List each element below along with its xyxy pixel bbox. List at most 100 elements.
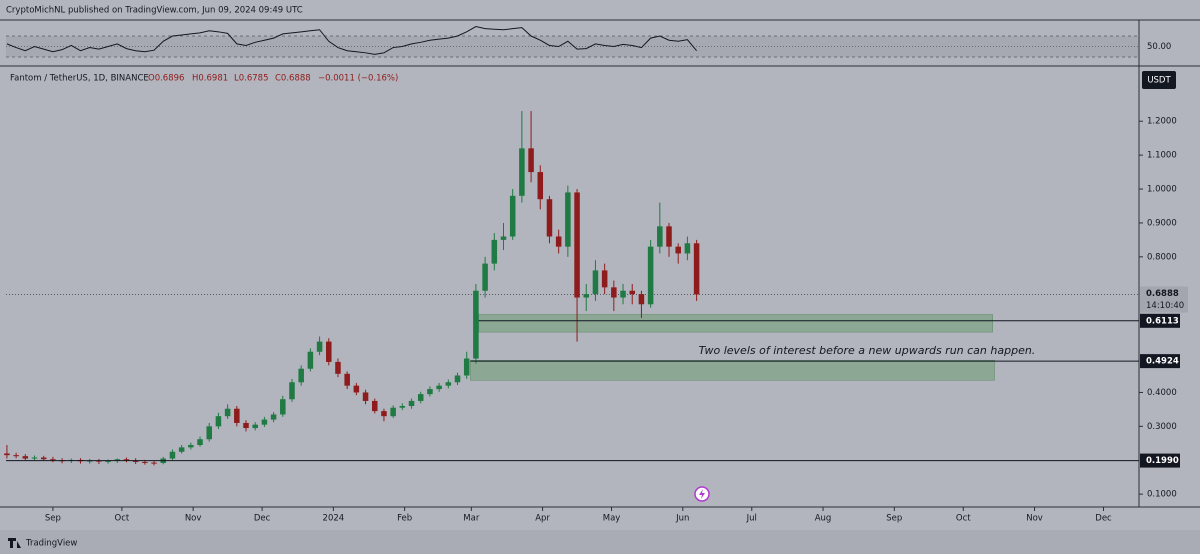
level-label: 0.6113 xyxy=(1146,316,1179,326)
candle-body xyxy=(638,294,645,305)
annotation: Two levels of interest before a new upwa… xyxy=(699,344,1036,357)
x-tick-label: Mar xyxy=(463,514,480,524)
candle-body xyxy=(151,462,157,464)
candle-body xyxy=(114,459,121,461)
candle-body xyxy=(592,270,599,295)
y-tick-label: 1.2000 xyxy=(1147,117,1177,127)
candle-body xyxy=(22,456,29,459)
candle-body xyxy=(105,460,111,462)
candle-body xyxy=(289,382,295,400)
candle-body xyxy=(408,400,415,407)
brand: TradingView xyxy=(25,539,77,549)
candle-body xyxy=(519,148,525,196)
candle-body xyxy=(381,411,387,417)
ohlc-open: O0.6896 xyxy=(148,74,184,84)
x-tick-label: May xyxy=(603,514,621,524)
candle-body xyxy=(565,192,571,247)
candle-body xyxy=(362,392,369,401)
candle-body xyxy=(491,239,498,264)
level-label: 0.4924 xyxy=(1146,357,1179,367)
candle-body xyxy=(611,287,617,298)
candle-body xyxy=(50,459,56,461)
x-tick-label: Sep xyxy=(886,514,902,524)
x-tick-label: Apr xyxy=(535,514,550,524)
y-tick-label: 0.9000 xyxy=(1147,218,1177,228)
level-label-box xyxy=(1140,354,1180,369)
candle-body xyxy=(132,460,139,462)
brand-logo xyxy=(8,538,21,548)
rsi-band xyxy=(6,36,1138,58)
candle-body xyxy=(335,361,341,374)
candle-body xyxy=(417,394,424,401)
candle-body xyxy=(169,451,176,459)
zone xyxy=(478,314,993,333)
x-tick-label: Dec xyxy=(1095,514,1112,524)
y-tick-label: 0.1000 xyxy=(1147,490,1177,500)
candle-body xyxy=(123,459,130,461)
candle-body xyxy=(316,341,323,352)
candle-body xyxy=(197,439,203,445)
candle-body xyxy=(463,358,470,376)
candle-body xyxy=(326,341,332,362)
candle-body xyxy=(537,172,544,200)
candle-body xyxy=(307,351,314,369)
x-tick-label: Nov xyxy=(1026,514,1043,524)
candle-body xyxy=(574,192,580,298)
y-tick-label: 0.4000 xyxy=(1147,388,1177,398)
candle-body xyxy=(454,375,461,383)
countdown: 14:10:40 xyxy=(1146,301,1184,311)
rsi-tick-label: 50.00 xyxy=(1147,42,1171,52)
candle-body xyxy=(371,400,378,412)
last-price-label: 0.6888 xyxy=(1146,289,1179,299)
candle-body xyxy=(555,236,562,247)
x-tick-label: Dec xyxy=(254,514,271,524)
candle-body xyxy=(40,457,47,460)
candle-body xyxy=(390,407,396,417)
footer-bar xyxy=(0,530,1200,554)
candle-body xyxy=(142,461,148,463)
y-tick-label: 1.0000 xyxy=(1147,185,1177,195)
y-tick-label: 1.1000 xyxy=(1147,151,1177,161)
candle-body xyxy=(344,373,350,386)
candle-body xyxy=(601,270,608,288)
candle-body xyxy=(353,385,360,393)
x-tick-label: Aug xyxy=(815,514,832,524)
candle-body xyxy=(234,408,240,423)
candle-body xyxy=(96,460,102,462)
symbol: Fantom / TetherUS, 1D, BINANCE xyxy=(10,74,149,84)
x-tick-label: Jul xyxy=(746,514,757,524)
candle-body xyxy=(657,226,663,247)
level-label-box xyxy=(1140,313,1180,328)
candle-body xyxy=(224,408,231,417)
currency-box xyxy=(1142,71,1176,89)
candle-body xyxy=(436,385,442,390)
candle-body xyxy=(427,389,433,395)
candle-body xyxy=(583,294,590,298)
candle-body xyxy=(473,290,479,359)
candle-body xyxy=(13,455,19,457)
candle-body xyxy=(509,195,516,237)
candle-body xyxy=(31,457,38,459)
ohlc-close: C0.6888 xyxy=(275,74,311,84)
candle-body xyxy=(178,447,185,452)
candle-body xyxy=(261,419,268,425)
candle-body xyxy=(298,368,304,383)
currency: USDT xyxy=(1147,76,1171,86)
candle-body xyxy=(280,399,286,415)
publisher: CryptoMichNL published on TradingView.co… xyxy=(6,6,303,16)
candle-body xyxy=(482,263,488,291)
x-tick-label: Nov xyxy=(185,514,202,524)
last-price-box xyxy=(1140,286,1188,313)
y-tick-label: 0.3000 xyxy=(1147,422,1177,432)
candle-body xyxy=(252,424,258,429)
rsi-line xyxy=(6,26,697,55)
candle-body xyxy=(243,422,249,429)
zone xyxy=(470,359,995,381)
x-tick-label: Jun xyxy=(675,514,689,524)
candle-body xyxy=(4,453,10,456)
candle-body xyxy=(188,444,194,448)
candle-body xyxy=(399,406,406,408)
